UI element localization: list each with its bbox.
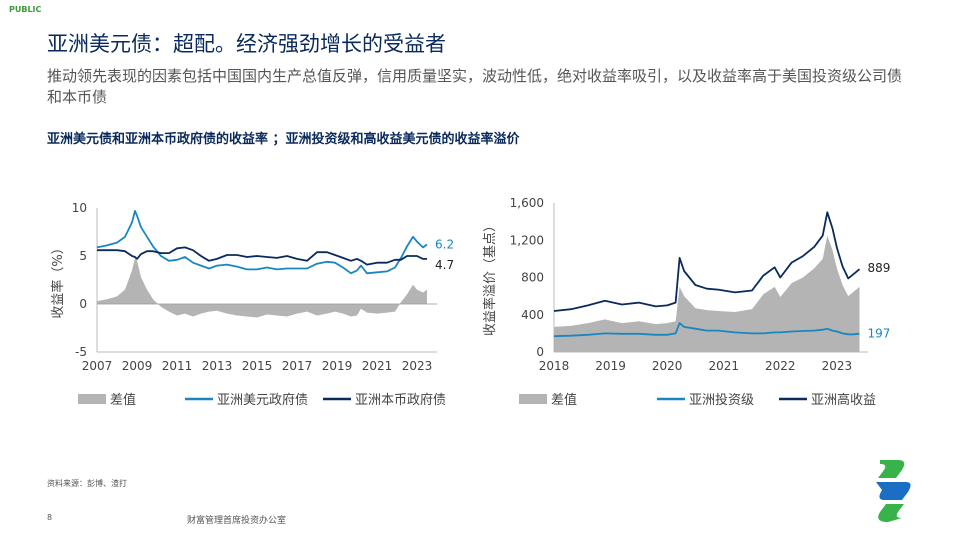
legend-label: 差值 [551, 392, 577, 408]
legend-label: 差值 [110, 392, 136, 408]
source-note: 资料来源：彭博、渣打 [47, 479, 127, 488]
legend-label: 亚洲本币政府债 [355, 393, 446, 408]
series-difference-area [554, 235, 860, 352]
x-tick-label: 2009 [122, 359, 153, 373]
legend-label: 亚洲投资级 [689, 392, 754, 408]
classification-label: PUBLIC [9, 5, 42, 14]
chart-yields: 收益率（%） -5 0 5 10 2007 2009 2011 2013 2015 2017 2019… [50, 201, 454, 408]
page-number: 8 [47, 513, 53, 522]
legend-label: 亚洲美元政府债 [217, 393, 308, 408]
x-tick-label: 2022 [765, 359, 796, 373]
y-tick-label: 0 [536, 345, 544, 359]
y-tick-label: 1,600 [510, 196, 544, 210]
standard-chartered-logo [876, 460, 911, 522]
charts-title: 亚洲美元债和亚洲本币政府债的收益率 ；亚洲投资级和高收益美元债的收益率溢价 [47, 132, 520, 147]
y-tick-label: 5 [79, 249, 87, 263]
x-tick-label: 2019 [322, 359, 353, 373]
x-tick-label: 2019 [595, 359, 626, 373]
chart-spreads: 收益率溢价（基点） 0 400 800 1,200 1,600 2018 2019 2020 20… [482, 196, 891, 408]
x-tick-label: 2021 [708, 359, 739, 373]
y-tick-label: -5 [75, 345, 87, 359]
end-value-label: 197 [868, 327, 891, 341]
x-tick-label: 2017 [282, 359, 313, 373]
x-tick-label: 2023 [402, 359, 433, 373]
x-tick-label: 2023 [822, 359, 853, 373]
series-line-2 [553, 211, 861, 312]
y-tick-label: 10 [72, 201, 87, 215]
x-tick-label: 2020 [652, 359, 683, 373]
series-difference-area [97, 257, 427, 318]
y-tick-label: 800 [521, 271, 544, 285]
series-line-2 [97, 246, 427, 266]
y-axis-label: 收益率溢价（基点） [482, 219, 498, 336]
legend-swatch-area [519, 394, 547, 404]
x-tick-label: 2011 [162, 359, 193, 373]
y-tick-label: 0 [79, 297, 87, 311]
page-title: 亚洲美元债：超配。经济强劲增长的受益者 [47, 32, 446, 56]
y-axis-label: 收益率（%） [50, 241, 66, 318]
legend-label: 亚洲高收益 [811, 392, 876, 408]
office-name: 财富管理首席投资办公室 [187, 516, 287, 526]
y-tick-label: 400 [521, 308, 544, 322]
x-tick-label: 2007 [82, 359, 113, 373]
x-tick-label: 2018 [539, 359, 570, 373]
x-tick-label: 2015 [242, 359, 273, 373]
series-line-1 [96, 209, 428, 275]
legend-swatch-area [78, 394, 106, 404]
end-value-label: 889 [868, 261, 891, 275]
end-value-label: 4.7 [435, 258, 454, 272]
y-tick-label: 1,200 [510, 233, 544, 247]
end-value-label: 6.2 [435, 237, 454, 251]
x-tick-label: 2021 [362, 359, 393, 373]
x-tick-label: 2013 [202, 359, 233, 373]
page-subtitle: 推动领先表现的因素包括中国国内生产总值反弹，信用质量坚实，波动性低，绝对收益率吸… [47, 67, 903, 106]
series-line-1 [553, 322, 860, 338]
